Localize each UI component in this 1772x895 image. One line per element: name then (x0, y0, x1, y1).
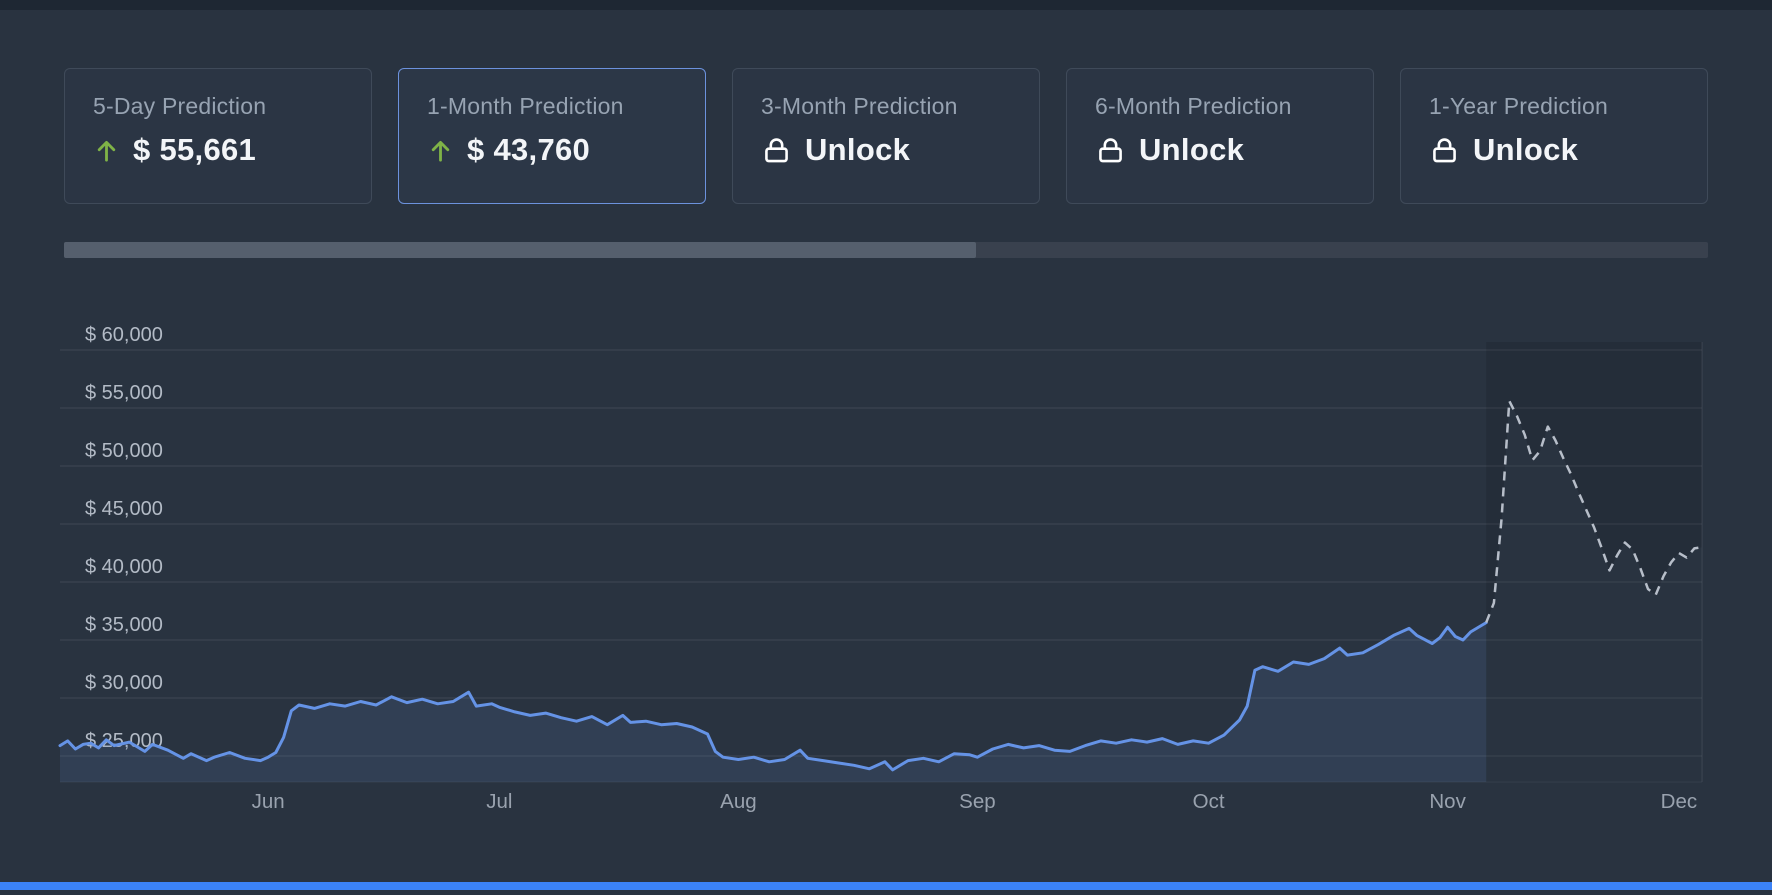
card-label: 6-Month Prediction (1095, 93, 1292, 119)
card-1-year-prediction[interactable]: 1-Year Prediction Unlock (1400, 68, 1708, 204)
y-axis-label: $ 30,000 (85, 672, 163, 694)
bottom-accent-bar (0, 882, 1772, 890)
x-axis-label: Jun (252, 790, 285, 813)
unlock-label: Unlock (1139, 132, 1245, 167)
prediction-value: $ 55,661 (133, 132, 257, 167)
prediction-cards-row: 5-Day Prediction $ 55,661 1-Month Predic… (64, 68, 1708, 204)
y-axis-label: $ 50,000 (85, 440, 163, 462)
card-1-month-prediction[interactable]: 1-Month Prediction $ 43,760 (398, 68, 706, 204)
unlock-label: Unlock (805, 132, 911, 167)
card-label: 5-Day Prediction (93, 93, 267, 119)
x-axis-label: Aug (720, 790, 756, 813)
card-label: 3-Month Prediction (761, 93, 958, 119)
y-axis-label: $ 35,000 (85, 614, 163, 636)
unlock-label: Unlock (1473, 132, 1579, 167)
x-axis-label: Jul (486, 790, 512, 813)
y-axis-label: $ 45,000 (85, 498, 163, 520)
y-axis-label: $ 55,000 (85, 382, 163, 404)
x-axis-label: Oct (1193, 790, 1225, 813)
card-label: 1-Month Prediction (427, 93, 624, 119)
y-axis-label: $ 25,000 (85, 730, 163, 752)
card-label: 1-Year Prediction (1429, 93, 1608, 119)
lock-icon (761, 135, 792, 166)
lock-icon (1095, 135, 1126, 166)
up-arrow-icon (427, 137, 454, 164)
card-3-month-prediction[interactable]: 3-Month Prediction Unlock (732, 68, 1040, 204)
card-6-month-prediction[interactable]: 6-Month Prediction Unlock (1066, 68, 1374, 204)
lock-icon (1429, 135, 1460, 166)
x-axis-label: Nov (1429, 790, 1466, 813)
prediction-value: $ 43,760 (467, 132, 591, 167)
scrollbar-thumb[interactable] (64, 242, 977, 258)
main-content: 5-Day Prediction $ 55,661 1-Month Predic… (0, 10, 1772, 258)
x-axis-label: Sep (959, 790, 995, 813)
horizontal-scrollbar[interactable] (64, 242, 1708, 258)
top-edge-strip (0, 0, 1772, 10)
x-axis-label: Dec (1661, 790, 1697, 813)
historical-price-line (58, 621, 1488, 772)
card-5-day-prediction[interactable]: 5-Day Prediction $ 55,661 (64, 68, 372, 204)
forecast-price-line (1485, 399, 1703, 624)
y-axis-label: $ 40,000 (85, 556, 163, 578)
y-axis-label: $ 60,000 (85, 324, 163, 346)
up-arrow-icon (93, 137, 120, 164)
